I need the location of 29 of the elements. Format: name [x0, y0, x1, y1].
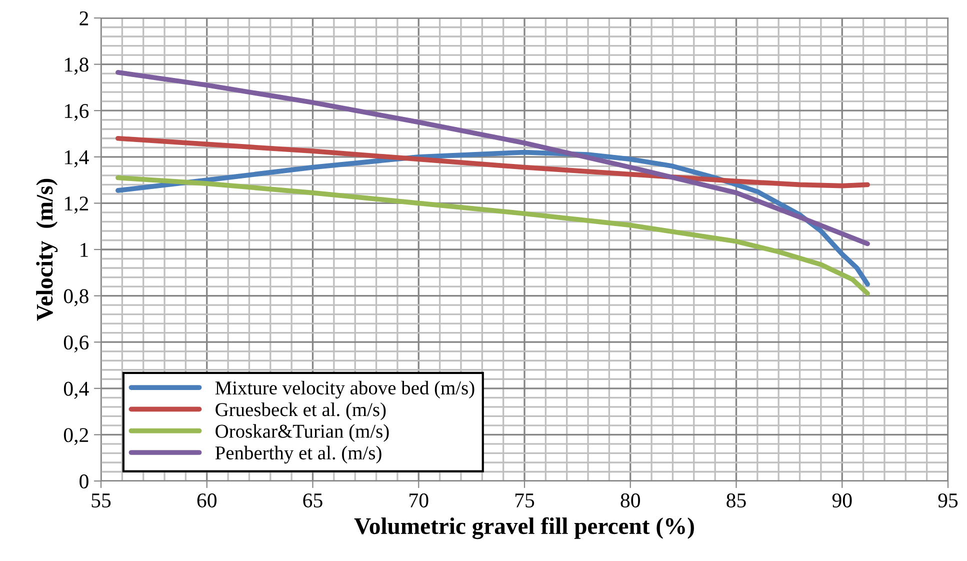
x-tick-label: 85	[726, 493, 746, 508]
x-tick-label: 60	[197, 493, 216, 508]
line-series	[116, 136, 870, 188]
y-tick-label: 1	[80, 242, 88, 257]
x-tick-label: 70	[410, 493, 428, 508]
x-tick-label: 80	[620, 493, 640, 508]
y-tick-label: 1,8	[64, 58, 88, 75]
y-tick-label: 0,4	[64, 382, 89, 399]
legend-label: Gruesbeck et al. (m/s)	[216, 402, 386, 420]
y-tick-label: 1,2	[64, 196, 88, 214]
x-axis-title: Volumetric gravel fill percent (%)	[354, 517, 694, 540]
y-tick-label: 0,6	[64, 335, 89, 353]
y-tick-label: 0,8	[64, 289, 88, 306]
x-tick-label: 65	[303, 493, 322, 508]
x-tick-label: 90	[832, 493, 852, 508]
y-tick-label: 0,2	[64, 428, 88, 446]
line-series	[116, 70, 870, 246]
line-series	[116, 175, 870, 296]
x-tick-label: 55	[92, 494, 111, 508]
y-axis-title: Velocity (m/s)	[36, 178, 58, 321]
y-tick-label: 2	[80, 11, 88, 26]
x-tick-label: 75	[515, 494, 534, 508]
y-tick-label: 1,6	[64, 104, 89, 122]
legend-label: Penberthy et al. (m/s)	[215, 446, 382, 464]
y-tick-label: 0	[80, 474, 88, 488]
x-tick-label: 95	[938, 493, 958, 508]
legend-label: Mixture velocity above bed (m/s)	[215, 380, 474, 399]
legend-label: Oroskar&Turian (m/s)	[216, 424, 389, 442]
y-tick-label: 1,4	[64, 150, 89, 168]
